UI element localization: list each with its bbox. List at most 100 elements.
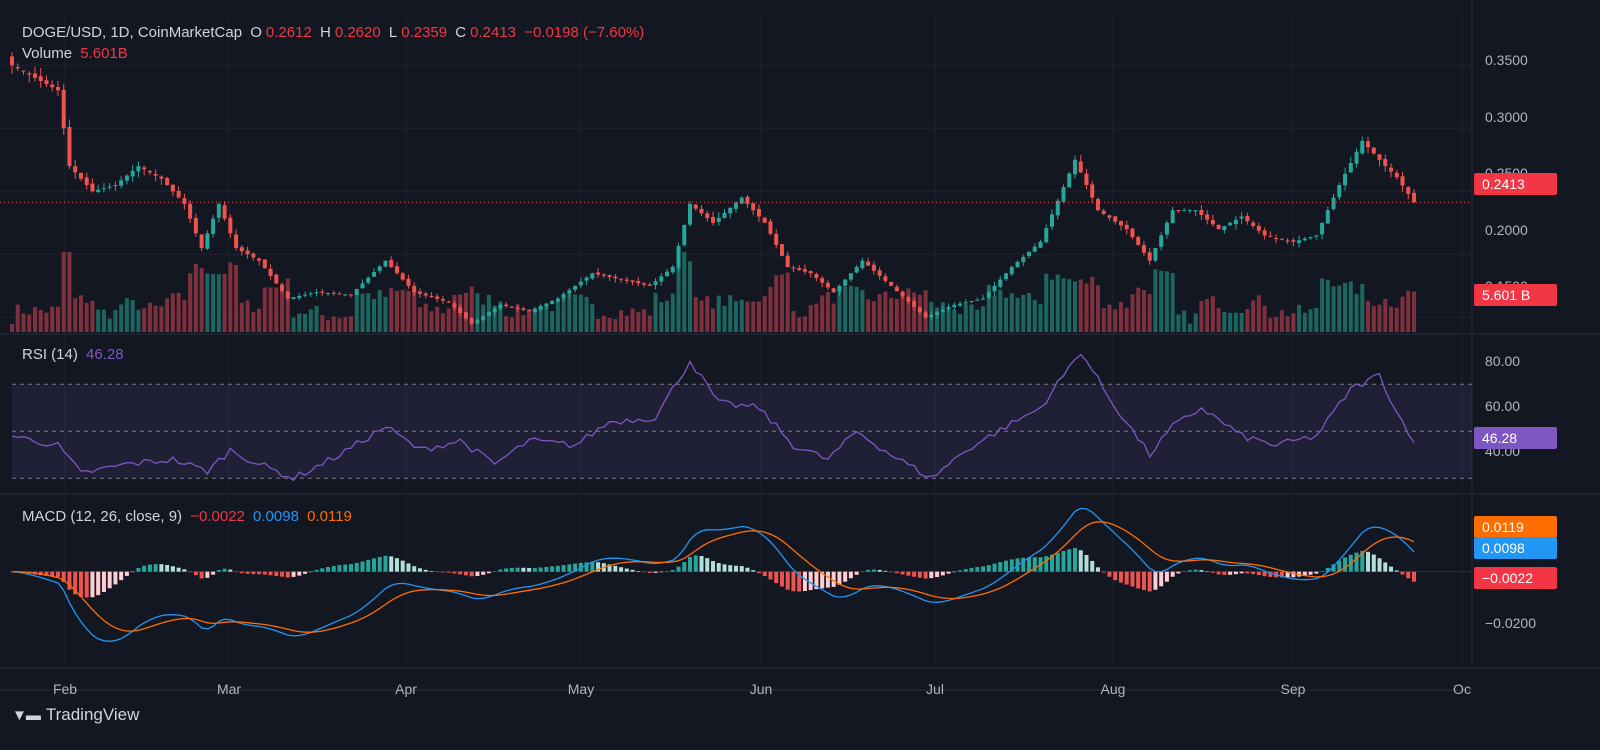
candle-body: [509, 306, 514, 308]
volume-bar: [349, 316, 354, 332]
macd-histogram-bar: [831, 571, 836, 587]
macd-histogram-bar: [400, 560, 405, 572]
volume-bar: [176, 292, 181, 332]
volume-bar: [1383, 298, 1388, 332]
candle-body: [1320, 222, 1325, 235]
candle-body: [843, 279, 848, 286]
volume-bar: [1004, 297, 1009, 332]
macd-histogram-bar: [590, 561, 595, 572]
candle-body: [665, 271, 670, 277]
candle-body: [1193, 210, 1198, 212]
candle-body: [1084, 173, 1089, 185]
volume-bar: [383, 296, 388, 332]
macd-histogram-bar: [452, 571, 457, 574]
volume-bar: [153, 305, 158, 332]
volume-bar: [1256, 295, 1261, 332]
candle-body: [515, 307, 520, 309]
macd-histogram-bar: [1389, 566, 1394, 572]
volume-bar: [469, 286, 474, 332]
candle-body: [188, 203, 193, 219]
volume-bar: [935, 307, 940, 332]
macd-histogram-bar: [647, 571, 652, 573]
volume-bar: [670, 293, 675, 332]
candle-body: [808, 271, 813, 274]
volume-bar: [1050, 279, 1055, 332]
candle-body: [1095, 198, 1100, 211]
candle-body: [1222, 225, 1227, 231]
macd-histogram-bar: [371, 558, 376, 572]
candle-body: [1199, 210, 1204, 215]
macd-histogram-bar: [153, 564, 158, 572]
macd-histogram-bar: [239, 571, 244, 574]
macd-histogram-bar: [1072, 547, 1077, 572]
macd-histogram-bar: [509, 567, 514, 572]
macd-histogram-bar: [268, 571, 273, 576]
macd-histogram-bar: [756, 571, 761, 574]
tradingview-logo[interactable]: ▼▬ TradingView: [12, 705, 139, 725]
candle-body: [1038, 241, 1043, 248]
volume-bar: [211, 273, 216, 332]
macd-histogram-bar: [113, 571, 118, 585]
volume-bar: [1314, 307, 1319, 332]
candle-body: [268, 268, 273, 276]
macd-histogram-bar: [182, 569, 187, 572]
volume-bar: [843, 286, 848, 332]
volume-bar: [1067, 279, 1072, 332]
macd-histogram-bar: [417, 568, 422, 572]
volume-bar: [406, 291, 411, 332]
volume-bar: [331, 316, 336, 332]
candle-body: [389, 260, 394, 267]
volume-bar: [883, 291, 888, 332]
candle-body: [768, 221, 773, 234]
volume-bar: [147, 302, 152, 332]
volume-bar: [326, 319, 331, 332]
volume-bar: [1279, 310, 1284, 332]
candle-body: [958, 303, 963, 306]
candle-body: [1308, 237, 1313, 239]
volume-bar: [797, 317, 802, 332]
macd-histogram-bar: [630, 569, 635, 572]
volume-bar: [412, 290, 417, 332]
candle-body: [1050, 214, 1055, 227]
candle-body: [733, 202, 738, 209]
volume-bar: [354, 295, 359, 332]
macd-histogram-bar: [981, 566, 986, 572]
volume-bar: [1406, 290, 1411, 332]
volume-bar: [866, 299, 871, 332]
volume-bar: [1354, 293, 1359, 332]
macd-histogram-bar: [1061, 551, 1066, 572]
symbol-label: DOGE/USD, 1D, CoinMarketCap: [22, 24, 243, 41]
change-value: −0.0198 (−7.60%): [524, 24, 645, 41]
macd-histogram-bar: [986, 565, 991, 572]
macd-histogram-bar: [871, 569, 876, 572]
macd-histogram-bar: [762, 571, 767, 577]
candle-body: [142, 167, 147, 170]
volume-bar: [1371, 306, 1376, 332]
volume-bar: [222, 273, 227, 332]
price-axis-tick: 0.3500: [1485, 52, 1528, 68]
volume-bar: [1400, 296, 1405, 332]
macd-histogram-bar: [705, 558, 710, 572]
volume-bar: [952, 309, 957, 332]
low-value: 0.2359: [401, 24, 448, 41]
volume-bar: [596, 318, 601, 332]
volume-bar: [1302, 312, 1307, 332]
macd-histogram-bar: [1084, 554, 1089, 572]
volume-bar: [785, 272, 790, 332]
volume-bar: [182, 300, 187, 332]
macd-histogram-bar: [768, 571, 773, 580]
volume-bar: [389, 288, 394, 332]
volume-bar: [509, 317, 514, 332]
candle-body: [1297, 240, 1302, 243]
candle-body: [1009, 266, 1014, 275]
volume-bar: [55, 306, 60, 332]
macd-tag: 0.0098: [1474, 537, 1557, 559]
volume-bar: [601, 315, 606, 332]
macd-histogram-bar: [785, 571, 790, 590]
tradingview-icon: ▼▬: [12, 706, 41, 724]
candle-body: [998, 279, 1003, 287]
candle-body: [435, 296, 440, 299]
candle-body: [952, 304, 957, 308]
candle-body: [136, 166, 141, 172]
